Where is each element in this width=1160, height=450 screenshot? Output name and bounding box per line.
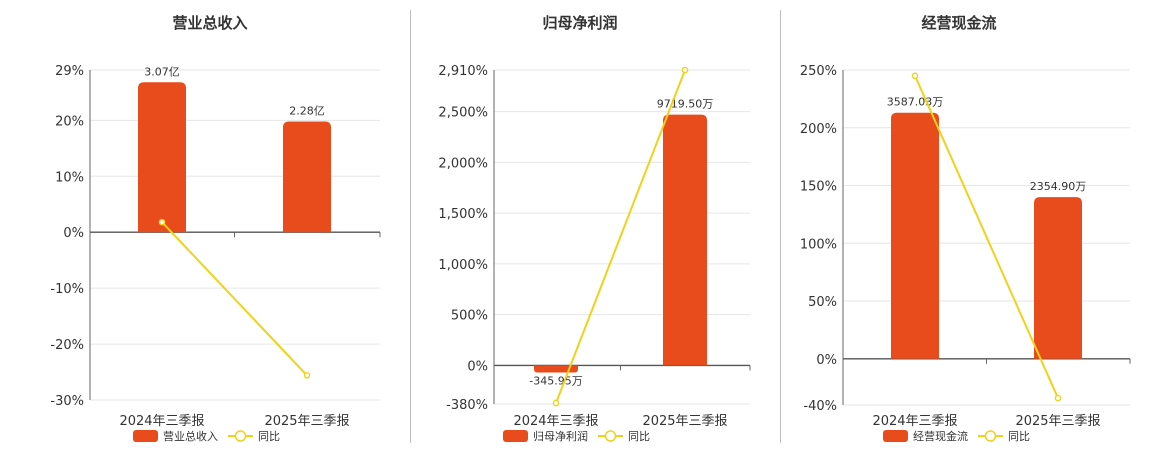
y-tick-label: 150%: [800, 180, 837, 195]
legend-line-label: 同比: [258, 430, 280, 443]
panel-divider: [410, 10, 411, 443]
y-tick-label: 29%: [55, 64, 84, 79]
yoy-point: [681, 66, 689, 74]
legend-bar-label: 归母净利润: [533, 429, 588, 443]
legend-bar-swatch: [503, 430, 528, 442]
legend-line-label: 同比: [1008, 430, 1030, 443]
y-tick-label: 0%: [816, 353, 837, 368]
y-tick-label: 0%: [467, 359, 488, 374]
y-tick-label: 200%: [800, 122, 837, 137]
y-tick-label: -20%: [50, 338, 84, 353]
y-tick-label: 2,910%: [438, 64, 488, 79]
yoy-point: [552, 399, 560, 407]
chart-title: 经营现金流: [921, 14, 996, 32]
bar-data-label: -345.95万: [529, 375, 582, 388]
chart-title: 营业总收入: [172, 14, 247, 32]
y-tick-label: 100%: [800, 237, 837, 252]
legend-bar-label: 营业总收入: [163, 429, 218, 443]
yoy-line: [914, 75, 1059, 399]
revenue-chart: 营业总收入 29% 20% 10% 0% -10% -20% -30% 3.07亿 2.28亿 20…: [50, 14, 381, 443]
y-tick-label: 250%: [800, 64, 837, 79]
x-category-label: 2024年三季报: [513, 414, 598, 429]
x-category-label: 2025年三季报: [264, 414, 349, 429]
bar-data-label: 3587.03万: [887, 96, 944, 109]
yoy-point: [158, 218, 166, 226]
chart-panel-net-profit: 归母净利润 2,910% 2,500% 2,000% 1,500% 1,000% 500% 0…: [411, 0, 780, 450]
bar-data-label: 9719.50万: [657, 98, 714, 111]
y-tick-label: -30%: [50, 394, 84, 409]
y-tick-label: 50%: [808, 295, 837, 310]
legend-bar-swatch: [883, 430, 908, 442]
legend-bar-swatch: [133, 430, 158, 442]
bar: [1034, 197, 1082, 359]
y-tick-label: -10%: [50, 282, 84, 297]
y-tick-label: 0%: [63, 226, 84, 241]
x-category-label: 2024年三季报: [119, 414, 204, 429]
legend-line-label: 同比: [628, 430, 650, 443]
y-tick-label: 2,500%: [438, 106, 488, 121]
legend-line-marker: [234, 430, 247, 442]
legend-line-marker: [984, 430, 997, 442]
yoy-line: [161, 221, 308, 377]
bar-data-label: 3.07亿: [144, 65, 180, 78]
chart-title: 归母净利润: [542, 14, 617, 32]
y-tick-label: -380%: [446, 398, 488, 413]
bar: [138, 82, 186, 233]
yoy-line: [555, 69, 686, 404]
y-tick-label: 500%: [451, 309, 488, 324]
bar: [663, 114, 707, 366]
y-tick-label: -40%: [803, 399, 837, 414]
legend-line-marker: [604, 430, 617, 442]
panel-divider: [780, 10, 781, 443]
bar-data-label: 2354.90万: [1030, 180, 1087, 193]
net-profit-chart: 归母净利润 2,910% 2,500% 2,000% 1,500% 1,000% 500% 0…: [438, 14, 751, 443]
y-tick-label: 2,000%: [438, 156, 488, 171]
x-category-label: 2025年三季报: [1015, 414, 1100, 429]
chart-panel-revenue: 营业总收入 29% 20% 10% 0% -10% -20% -30% 3.07亿 2.28亿 20…: [0, 0, 410, 450]
bar: [534, 365, 578, 373]
y-tick-label: 1,500%: [438, 207, 488, 222]
x-category-label: 2024年三季报: [872, 414, 957, 429]
y-tick-label: 10%: [55, 170, 84, 185]
x-category-label: 2025年三季报: [642, 414, 727, 429]
y-tick-label: 20%: [55, 114, 84, 129]
yoy-point: [303, 372, 311, 379]
legend-bar-label: 经营现金流: [913, 429, 968, 443]
cash-flow-chart: 经营现金流 250% 200% 150% 100% 50% 0% -40% 3587.03万 23…: [800, 14, 1131, 443]
chart-panel-cash-flow: 经营现金流 250% 200% 150% 100% 50% 0% -40% 3587.03万 23…: [781, 0, 1160, 450]
y-tick-label: 1,000%: [438, 258, 488, 273]
bar: [891, 112, 939, 359]
yoy-point: [911, 72, 919, 80]
yoy-point: [1054, 394, 1062, 402]
bar: [283, 121, 331, 233]
bar-data-label: 2.28亿: [289, 104, 325, 117]
